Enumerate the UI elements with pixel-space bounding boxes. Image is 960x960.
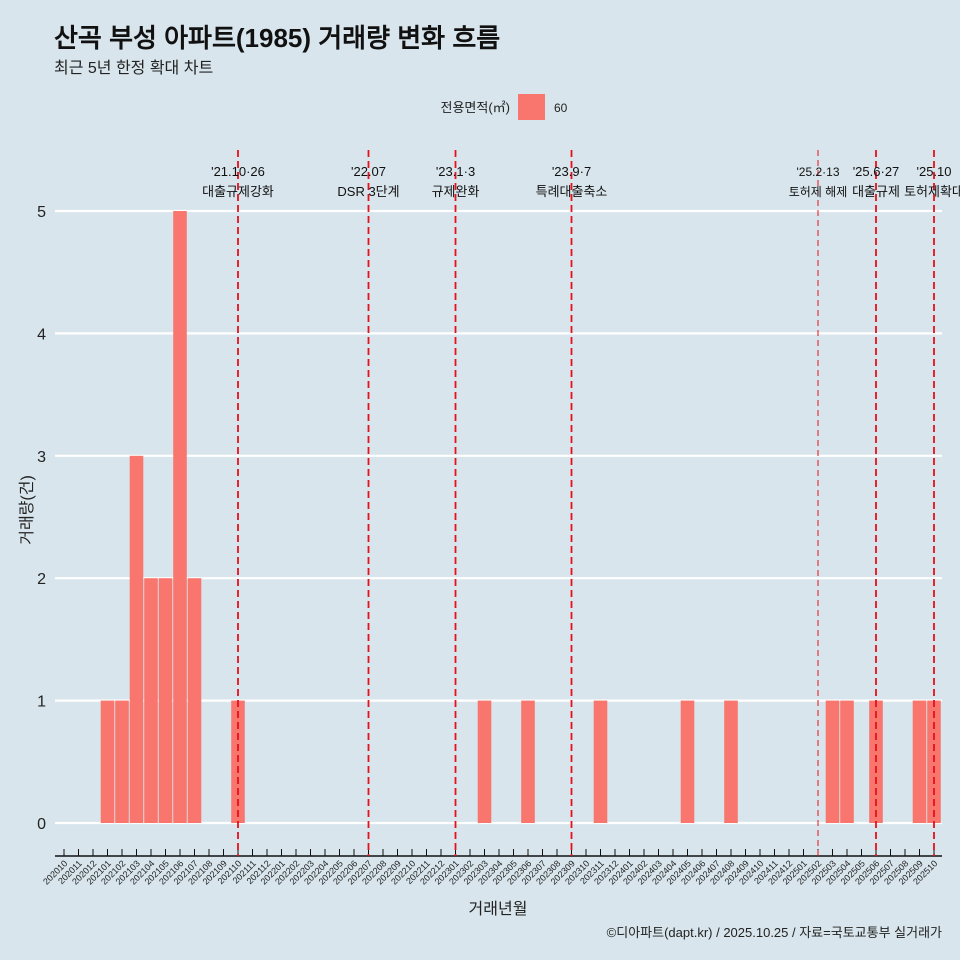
- bar-202103: [129, 455, 144, 823]
- y-tick-label: 4: [37, 326, 46, 343]
- legend-label: 60: [554, 101, 568, 115]
- event-name-label: 대출규제: [852, 184, 900, 199]
- y-axis-title: 거래량(건): [18, 475, 36, 545]
- bar-202503: [825, 700, 840, 823]
- legend-swatch: [518, 94, 545, 120]
- bar-202509: [912, 700, 927, 823]
- chart-subtitle: 최근 5년 한정 확대 차트: [54, 60, 214, 77]
- event-name-label: 규제완화: [432, 184, 480, 199]
- event-name-label: DSR 3단계: [337, 184, 399, 199]
- bar-202311: [593, 700, 608, 823]
- event-name-label: 대출규제강화: [202, 184, 274, 199]
- event-date-label: '25.2·13: [797, 165, 840, 179]
- chart-caption: ©디아파트(dapt.kr) / 2025.10.25 / 자료=국토교통부 실…: [606, 925, 942, 940]
- y-tick-label: 5: [37, 204, 46, 221]
- event-name-label: 특례대출축소: [536, 184, 608, 199]
- event-name-label: 토허제확대: [904, 184, 960, 199]
- bar-202101: [100, 700, 115, 823]
- x-axis-title: 거래년월: [469, 900, 528, 918]
- y-tick-label: 1: [37, 694, 46, 711]
- bar-202102: [115, 700, 129, 823]
- bar-202405: [680, 700, 695, 823]
- y-tick-label: 2: [37, 571, 46, 588]
- bar-202105: [158, 578, 173, 823]
- event-date-label: '22.07: [351, 164, 386, 179]
- y-tick-label: 0: [37, 816, 46, 833]
- event-name-label: 토허제 해제: [789, 185, 848, 199]
- bar-202106: [173, 211, 187, 823]
- event-date-label: '23.1·3: [436, 164, 475, 179]
- bar-202504: [840, 700, 854, 823]
- chart-title: 산곡 부성 아파트(1985) 거래량 변화 흐름: [54, 23, 501, 53]
- event-date-label: '23.9·7: [552, 164, 591, 179]
- bar-202104: [144, 578, 158, 823]
- event-date-label: '25.10: [916, 164, 951, 179]
- bar-202306: [521, 700, 535, 823]
- y-tick-label: 3: [37, 449, 46, 466]
- bar-202303: [477, 700, 492, 823]
- legend-title: 전용면적(㎡): [441, 100, 511, 115]
- bar-202408: [724, 700, 738, 823]
- bar-202107: [187, 578, 202, 823]
- event-date-label: '25.6·27: [853, 164, 900, 179]
- event-date-label: '21.10·26: [211, 164, 265, 179]
